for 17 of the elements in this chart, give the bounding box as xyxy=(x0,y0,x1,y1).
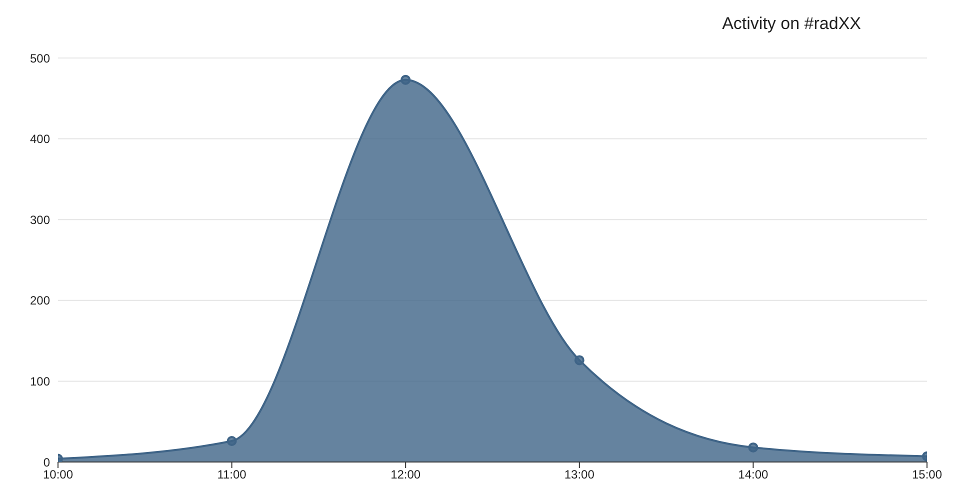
x-tick-label: 12:00 xyxy=(390,468,421,482)
x-tick-label: 11:00 xyxy=(217,468,247,482)
y-tick-label: 400 xyxy=(30,132,50,146)
chart-title: Activity on #radXX xyxy=(722,14,861,34)
point xyxy=(748,442,758,452)
x-tick-label: 10:00 xyxy=(42,468,74,482)
y-tick-label: 200 xyxy=(30,294,50,308)
y-tick-label: 100 xyxy=(30,374,50,388)
x-tick-label: 13:00 xyxy=(564,468,595,482)
point xyxy=(574,355,584,366)
x-tick-label: 15:00 xyxy=(912,468,942,482)
point xyxy=(226,436,237,446)
y-tick-label: 500 xyxy=(30,51,50,66)
y-tick-label: 0 xyxy=(43,455,50,470)
x-tick-label: 14:00 xyxy=(738,468,769,482)
point xyxy=(400,74,411,85)
y-tick-label: 300 xyxy=(30,212,50,227)
